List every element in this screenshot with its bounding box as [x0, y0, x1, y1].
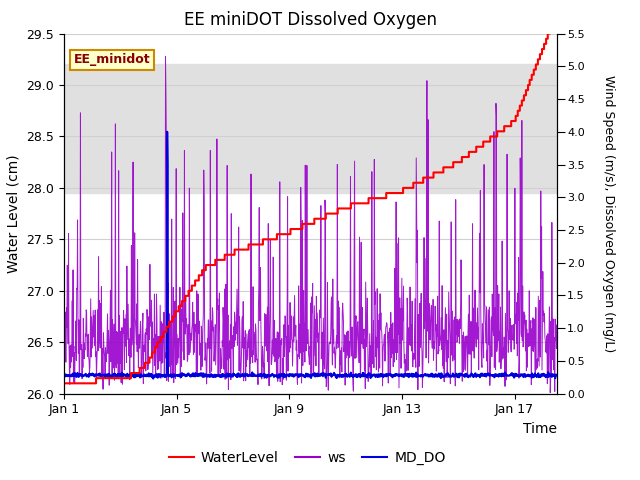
Legend: WaterLevel, ws, MD_DO: WaterLevel, ws, MD_DO [163, 445, 451, 471]
Bar [64, 64, 557, 193]
X-axis label: Time: Time [523, 422, 557, 436]
Title: EE miniDOT Dissolved Oxygen: EE miniDOT Dissolved Oxygen [184, 11, 437, 29]
Y-axis label: Water Level (cm): Water Level (cm) [7, 154, 21, 273]
Text: EE_minidot: EE_minidot [74, 53, 150, 66]
Y-axis label: Wind Speed (m/s), Dissolved Oxygen (mg/L): Wind Speed (m/s), Dissolved Oxygen (mg/L… [602, 75, 614, 352]
